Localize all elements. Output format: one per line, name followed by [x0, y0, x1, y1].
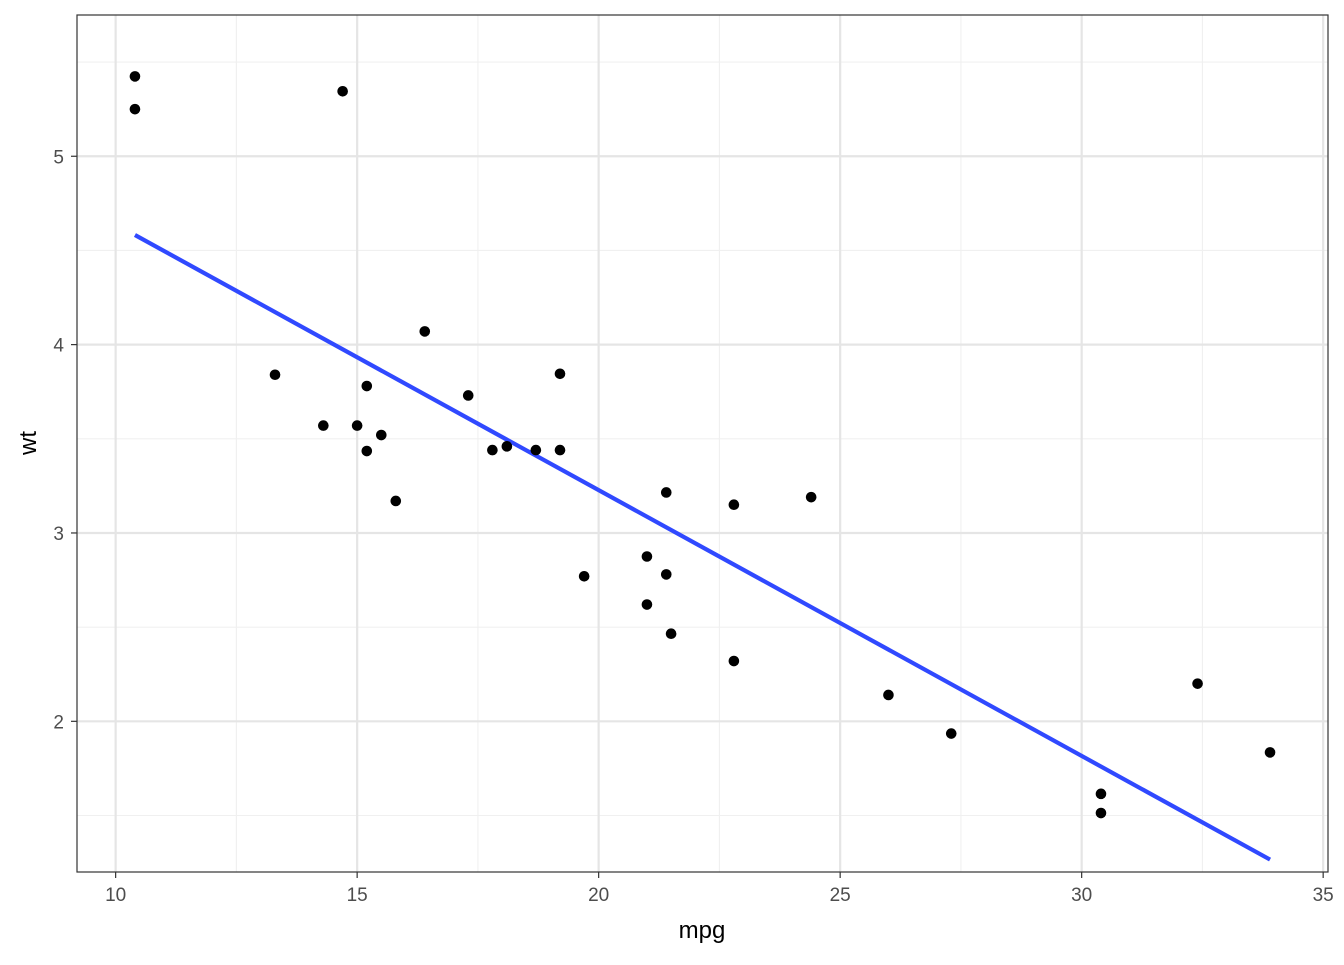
data-point: [883, 689, 894, 701]
data-point: [462, 390, 474, 401]
x-tick-label: 20: [588, 885, 609, 906]
data-point: [805, 491, 817, 503]
x-tick-label: 15: [347, 885, 368, 906]
data-point: [269, 369, 281, 381]
data-point: [1095, 807, 1107, 819]
data-point: [578, 570, 590, 582]
data-point: [1192, 678, 1203, 689]
data-point: [361, 445, 373, 457]
data-point: [530, 444, 542, 456]
x-tick-label: 30: [1071, 885, 1092, 906]
y-axis-title: wt: [15, 431, 42, 456]
data-point: [1095, 788, 1107, 800]
data-point: [129, 103, 141, 115]
major-grid: [77, 15, 1328, 872]
y-tick-label: 3: [53, 524, 64, 545]
fit-line-layer: [133, 233, 1272, 862]
data-point: [487, 444, 498, 456]
y-axis: 2 3 4 5: [53, 147, 77, 733]
data-point: [660, 569, 672, 580]
data-point: [318, 420, 329, 431]
data-point: [390, 495, 402, 507]
minor-grid: [77, 15, 1328, 872]
data-point: [554, 444, 566, 456]
panel-background: [77, 15, 1328, 872]
data-point: [641, 599, 653, 610]
data-point: [351, 420, 363, 431]
points-layer: [129, 71, 1276, 819]
panel-border: [76, 14, 1329, 873]
y-tick-label: 5: [53, 147, 64, 168]
regression-line: [133, 233, 1272, 862]
x-axis: 10 15 20 25 30 35: [105, 872, 1334, 906]
data-point: [361, 380, 373, 392]
data-point: [129, 71, 141, 82]
data-point: [337, 85, 348, 97]
x-tick-label: 10: [105, 885, 126, 906]
data-point: [554, 368, 566, 380]
data-point: [419, 326, 431, 337]
data-point: [641, 551, 653, 562]
x-tick-label: 35: [1313, 885, 1334, 906]
y-tick-label: 4: [53, 336, 64, 357]
data-point: [728, 655, 740, 667]
y-tick-label: 2: [53, 712, 64, 733]
data-point: [1264, 747, 1276, 758]
data-point: [945, 728, 957, 739]
data-point: [375, 429, 387, 441]
x-axis-title: mpg: [679, 917, 726, 944]
data-point: [728, 499, 740, 511]
data-point: [660, 487, 672, 498]
data-point: [665, 628, 677, 640]
x-tick-label: 25: [830, 885, 851, 906]
data-point: [501, 441, 513, 452]
